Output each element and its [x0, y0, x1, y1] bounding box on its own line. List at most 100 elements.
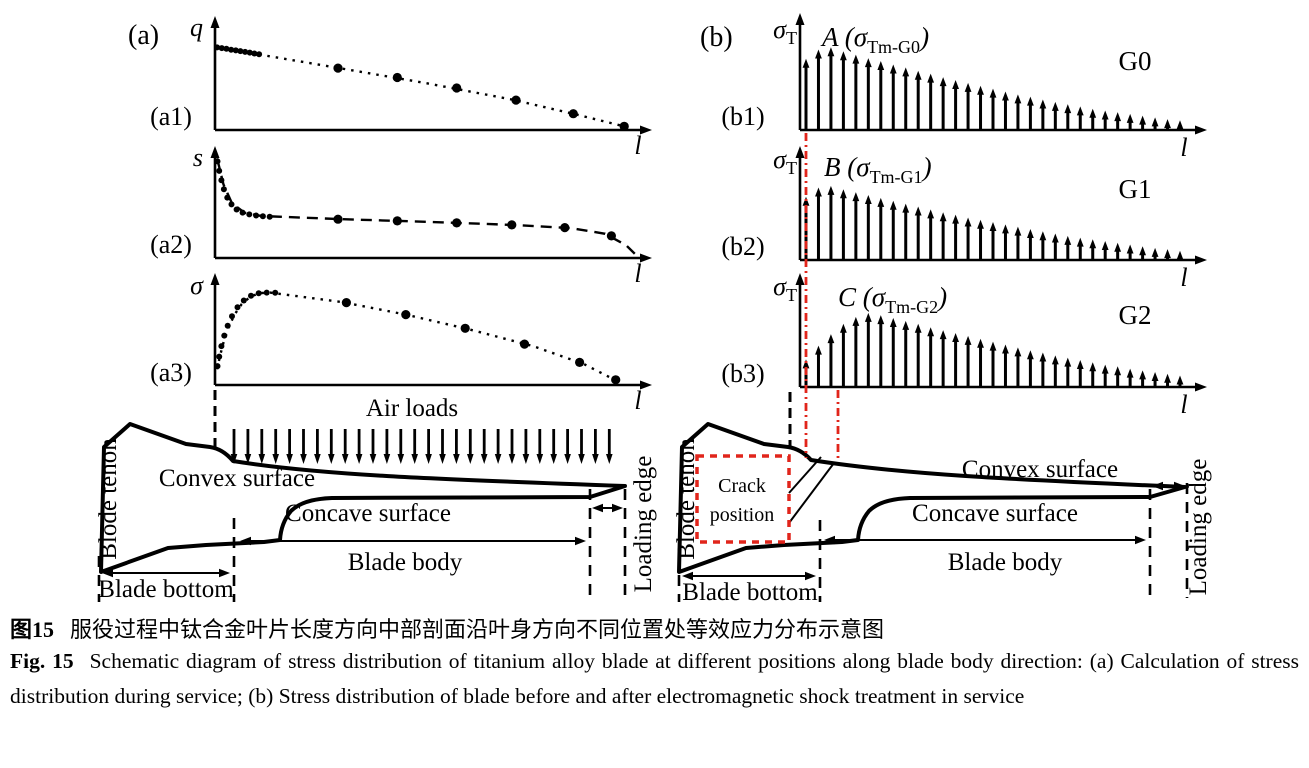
blade-body-arrow-head	[1135, 535, 1146, 545]
data-point-marker	[511, 95, 521, 105]
stem-arrowhead	[1039, 352, 1047, 362]
stem-arrowhead	[939, 330, 947, 340]
y-axis-arrowhead	[210, 16, 220, 28]
air-load-arrowhead	[508, 454, 516, 464]
stem-arrowhead	[1039, 99, 1047, 109]
air-load-arrowhead	[453, 454, 460, 464]
stem-arrowhead	[1027, 350, 1034, 360]
stem-arrowhead	[815, 345, 822, 355]
subplot-a2: s l (a2)	[150, 143, 652, 288]
stem-arrowhead	[939, 77, 947, 87]
stem-arrowhead	[840, 51, 847, 61]
data-point-marker	[401, 310, 411, 320]
convex-surface-label: Convex surface	[159, 465, 315, 492]
stem-arrowhead	[1164, 373, 1171, 383]
data-point-marker	[611, 375, 621, 385]
chart-a3	[214, 289, 621, 385]
data-point	[246, 49, 253, 56]
stem-arrowhead	[1139, 246, 1146, 256]
curve-line	[215, 291, 617, 382]
air-load-arrowhead	[411, 454, 418, 464]
y-axis-arrowhead	[795, 273, 805, 285]
subplot-a3-label: (a3)	[150, 358, 192, 387]
stem-arrowhead	[815, 187, 822, 197]
air-load-arrowhead	[522, 454, 530, 464]
convex-surface-label: Convex surface	[962, 456, 1118, 483]
x-axis-label: l	[634, 386, 641, 415]
stem-arrowhead	[1089, 239, 1097, 249]
stem-arrowhead	[1101, 364, 1109, 374]
data-point-marker	[619, 121, 629, 131]
subplot-b1-label: (b1)	[721, 102, 764, 131]
data-point	[214, 44, 221, 51]
y-axis-label: q	[190, 13, 203, 42]
stem-arrowhead	[852, 316, 860, 326]
stem-arrowhead	[1176, 250, 1184, 260]
stem-arrowhead	[877, 61, 885, 70]
x-axis-arrowhead	[640, 380, 652, 390]
sigma-symbol: σ	[773, 15, 787, 44]
panel-a-label: (a)	[128, 20, 159, 51]
peak-annotation: A (σTm-G0)	[820, 22, 929, 57]
stem-arrowhead	[964, 217, 972, 227]
data-point	[228, 201, 235, 208]
data-point	[218, 45, 225, 52]
data-point	[214, 158, 221, 165]
air-load-arrowhead	[300, 454, 307, 464]
data-point	[234, 304, 241, 311]
stem-arrowhead	[1089, 108, 1097, 118]
y-axis-label: σT	[773, 272, 797, 305]
stem-arrowhead	[1014, 226, 1022, 236]
data-point	[266, 213, 273, 220]
stem-arrowhead	[1101, 110, 1109, 120]
subplot-a1: q l (a1)	[150, 13, 652, 160]
stem-arrowhead	[802, 58, 810, 68]
stem-arrowhead	[1051, 233, 1059, 243]
data-point	[220, 186, 227, 193]
stem-arrowhead	[1139, 370, 1146, 380]
caption-en-text: Schematic diagram of stress distribution…	[10, 649, 1299, 708]
stem-arrowhead	[1114, 112, 1122, 122]
stem-arrowhead	[1064, 357, 1072, 367]
data-point	[237, 48, 244, 55]
air-loads-arrows	[230, 429, 613, 464]
stem-arrowhead	[1014, 94, 1022, 104]
stem-arrowhead	[864, 58, 872, 68]
data-point-marker	[575, 357, 585, 367]
air-load-arrowhead	[341, 454, 349, 464]
data-point	[253, 212, 260, 219]
x-axis-label: l	[634, 131, 641, 160]
stem-arrowhead	[864, 312, 872, 322]
figure-canvas: (a) q l (a1) s l (a2) σ l (a3)	[95, 13, 1212, 606]
data-point-marker	[507, 220, 517, 230]
y-axis-label: σT	[773, 145, 797, 178]
air-load-arrowhead	[578, 454, 585, 464]
stem-arrowhead	[1076, 237, 1084, 247]
blade-schematic-a: Air loads Blode tenon Convex surface Con…	[95, 395, 657, 603]
group-label-g2: G2	[1119, 300, 1152, 330]
stem-arrowhead	[927, 73, 935, 83]
loading-edge-arrow-head	[1174, 481, 1185, 491]
stem-arrowhead	[927, 327, 935, 337]
data-point-marker	[341, 298, 351, 308]
data-point-marker	[392, 216, 402, 226]
air-load-arrowhead	[480, 454, 488, 464]
blade-body-label: Blade body	[348, 549, 463, 576]
y-axis-arrowhead	[795, 146, 805, 158]
blade-outline	[677, 422, 1187, 574]
panel-b-label: (b)	[700, 22, 733, 53]
data-point	[251, 50, 258, 57]
data-point	[216, 353, 223, 360]
y-axis-label: σ	[190, 271, 204, 300]
crack-pointer-line	[788, 462, 835, 524]
stem-arrowhead	[927, 209, 935, 219]
air-load-arrowhead	[550, 454, 557, 464]
stem-arrowhead	[1089, 362, 1097, 372]
blade-body-arrow-head	[575, 536, 586, 546]
data-point	[224, 194, 231, 201]
stem-arrowhead	[827, 334, 835, 344]
data-point-marker	[606, 231, 617, 241]
air-load-arrowhead	[425, 454, 432, 464]
data-point	[221, 332, 228, 339]
air-load-arrowhead	[494, 454, 502, 464]
